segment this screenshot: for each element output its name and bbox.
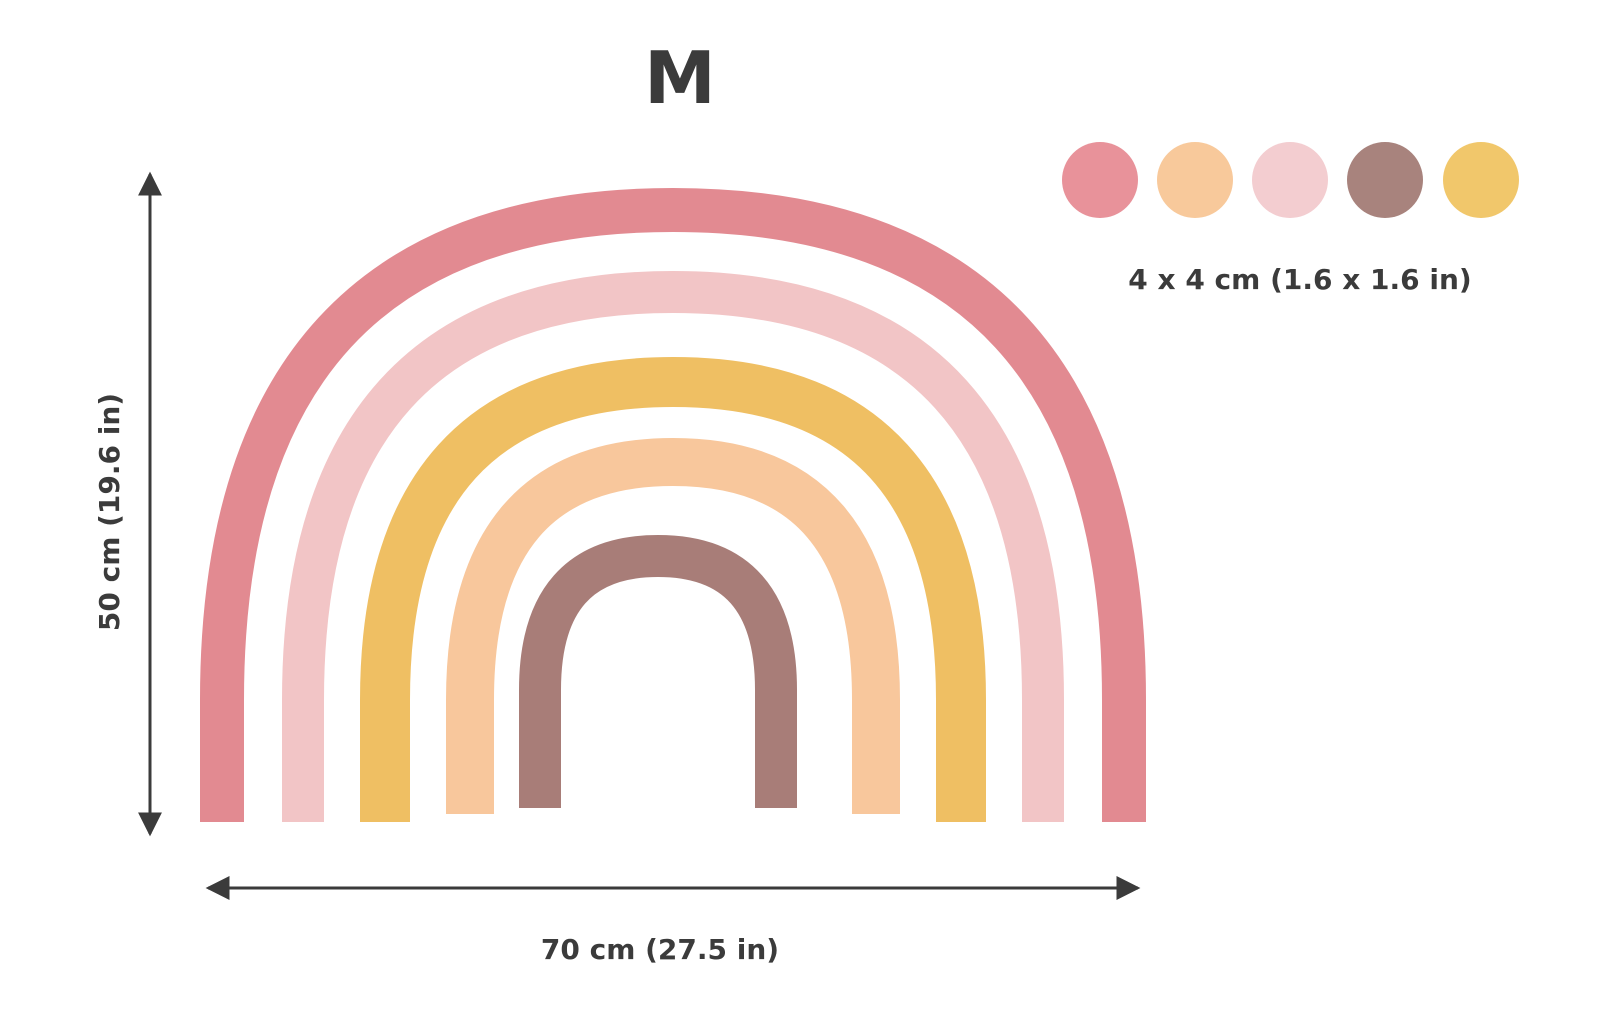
arc-3-mustard <box>360 356 986 822</box>
dot-size-label: 4 x 4 cm (1.6 x 1.6 in) <box>1128 263 1472 296</box>
height-label: 50 cm (19.6 in) <box>93 392 126 632</box>
dot-coral <box>1062 142 1138 218</box>
rainbow <box>200 187 1146 822</box>
colour-dots <box>1062 142 1519 218</box>
dot-mustard <box>1443 142 1519 218</box>
dot-mauve <box>1347 142 1423 218</box>
arc-5-mauve <box>519 534 797 808</box>
dot-pink <box>1252 142 1328 218</box>
arc-1-coral <box>200 187 1146 822</box>
dot-peach <box>1157 142 1233 218</box>
width-label: 70 cm (27.5 in) <box>540 933 780 966</box>
arc-2-pink <box>282 270 1064 822</box>
size-title: M <box>644 36 716 120</box>
arc-4-peach <box>446 437 900 814</box>
